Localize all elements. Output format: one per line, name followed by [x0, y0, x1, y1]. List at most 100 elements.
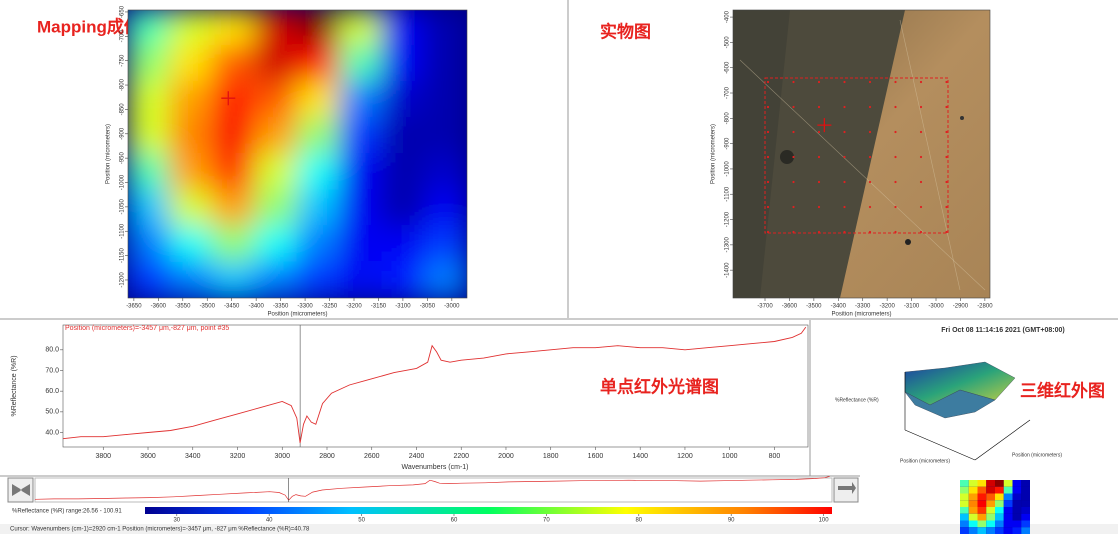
heatmap-cell — [995, 514, 1004, 521]
heatmap-cell — [212, 153, 256, 191]
x-tick-label: -3300 — [855, 304, 871, 310]
heatmap-cell — [169, 45, 213, 83]
sample-point — [920, 231, 922, 233]
sample-point — [920, 181, 922, 183]
x-tick-label: -3450 — [224, 304, 240, 310]
colorbar-tick-label: 60 — [451, 518, 458, 524]
x-tick-label: -3200 — [879, 304, 895, 310]
y-tick-label: -700 — [725, 86, 731, 99]
sample-point — [945, 131, 947, 133]
x-tick-label: 3800 — [95, 453, 111, 460]
heatmap-cells — [127, 9, 468, 299]
x-tick-label: -3650 — [126, 304, 142, 310]
heatmap-cell — [986, 527, 995, 534]
heatmap-cell — [212, 261, 256, 299]
heatmap-cell — [1021, 480, 1030, 487]
x-tick-label: 1400 — [632, 453, 648, 460]
y-tick-label: -1000 — [725, 161, 731, 177]
sample-point — [869, 106, 871, 108]
sample-point — [920, 81, 922, 83]
sample-point — [843, 156, 845, 158]
heatmap-cell — [969, 507, 978, 514]
heatmap-cell — [960, 521, 969, 528]
heatmap-cell — [169, 81, 213, 119]
sample-point — [920, 131, 922, 133]
y-tick-label: -650 — [120, 5, 126, 18]
x-tick-label: -2800 — [977, 304, 993, 310]
heatmap-cell — [297, 225, 341, 263]
y-tick-label: -900 — [120, 127, 126, 140]
x-tick-label: 2400 — [409, 453, 425, 460]
y-tick-label: -900 — [725, 137, 731, 150]
heatmap-cell — [1004, 487, 1013, 494]
heatmap-cell — [1021, 500, 1030, 507]
sample-point — [818, 156, 820, 158]
sample-point — [818, 206, 820, 208]
heatmap-cell — [254, 261, 298, 299]
3d-z-label: %Reflectance (%R) — [835, 397, 879, 403]
heatmap-cell — [960, 507, 969, 514]
heatmap-cell — [1004, 480, 1013, 487]
heatmap-cell — [424, 117, 468, 155]
app-window: Mapping成像图 实物图 单点红外光谱图 三维红外图 Fri Oct 08 … — [0, 0, 1118, 534]
heatmap-cell — [127, 45, 171, 83]
sample-point — [818, 131, 820, 133]
y-tick-label: -1200 — [725, 211, 731, 227]
colorbar-tick-label: 40 — [266, 518, 273, 524]
x-tick-label: -3250 — [322, 304, 338, 310]
heatmap-cell — [978, 507, 987, 514]
x-tick-label: -3100 — [395, 304, 411, 310]
sample-point — [818, 106, 820, 108]
heatmap-cell — [254, 81, 298, 119]
sample-point — [894, 131, 896, 133]
x-tick-label: -3050 — [420, 304, 436, 310]
y-axis-label: Position (micrometers) — [711, 124, 717, 184]
sample-point — [869, 231, 871, 233]
y-tick-label: 70.0 — [45, 367, 59, 374]
heatmap-cell — [254, 225, 298, 263]
heatmap-cell — [969, 500, 978, 507]
heatmap-cell — [1021, 521, 1030, 528]
heatmap-cell — [978, 527, 987, 534]
status-text: Cursor: Wavenumbers (cm-1)=2920 cm-1 Pos… — [10, 527, 310, 533]
y-tick-label: -1300 — [725, 237, 731, 253]
heatmap-cell — [1004, 494, 1013, 501]
heatmap-cell — [297, 9, 341, 47]
sample-point — [792, 206, 794, 208]
heatmap-cell — [381, 189, 425, 227]
sample-point — [945, 181, 947, 183]
y-tick-label: -500 — [725, 36, 731, 49]
heatmap-cell — [212, 81, 256, 119]
heatmap-cell — [969, 514, 978, 521]
heatmap-cell — [986, 514, 995, 521]
heatmap-cell — [339, 189, 383, 227]
heatmap-cell — [1004, 527, 1013, 534]
colorbar-tick-label: 50 — [358, 518, 365, 524]
sample-point — [818, 181, 820, 183]
heatmap-cell — [169, 9, 213, 47]
heatmap-cell — [960, 500, 969, 507]
3d-annotation: 三维红外图 — [1020, 380, 1105, 400]
heatmap-cell — [339, 81, 383, 119]
sample-point — [818, 231, 820, 233]
heatmap-cell — [424, 153, 468, 191]
sample-point — [894, 181, 896, 183]
x-tick-label: 3600 — [140, 453, 156, 460]
heatmap-cell — [381, 225, 425, 263]
sample-point — [767, 106, 769, 108]
x-tick-label: -3550 — [175, 304, 191, 310]
heatmap-cell — [169, 153, 213, 191]
sample-photo — [733, 10, 990, 298]
heatmap-cell — [986, 507, 995, 514]
sample-point — [869, 181, 871, 183]
heatmap-cell — [995, 494, 1004, 501]
heatmap-cell — [969, 521, 978, 528]
heatmap-cell — [969, 487, 978, 494]
scroll-arrows[interactable] — [8, 478, 858, 502]
timestamp: Fri Oct 08 11:14:16 2021 (GMT+08:00) — [941, 327, 1065, 334]
heatmap-cell — [381, 261, 425, 299]
x-tick-label: -3000 — [444, 304, 460, 310]
heatmap-cell — [969, 494, 978, 501]
y-axis-label: Position (micrometers) — [106, 124, 112, 184]
heatmap-cell — [339, 45, 383, 83]
